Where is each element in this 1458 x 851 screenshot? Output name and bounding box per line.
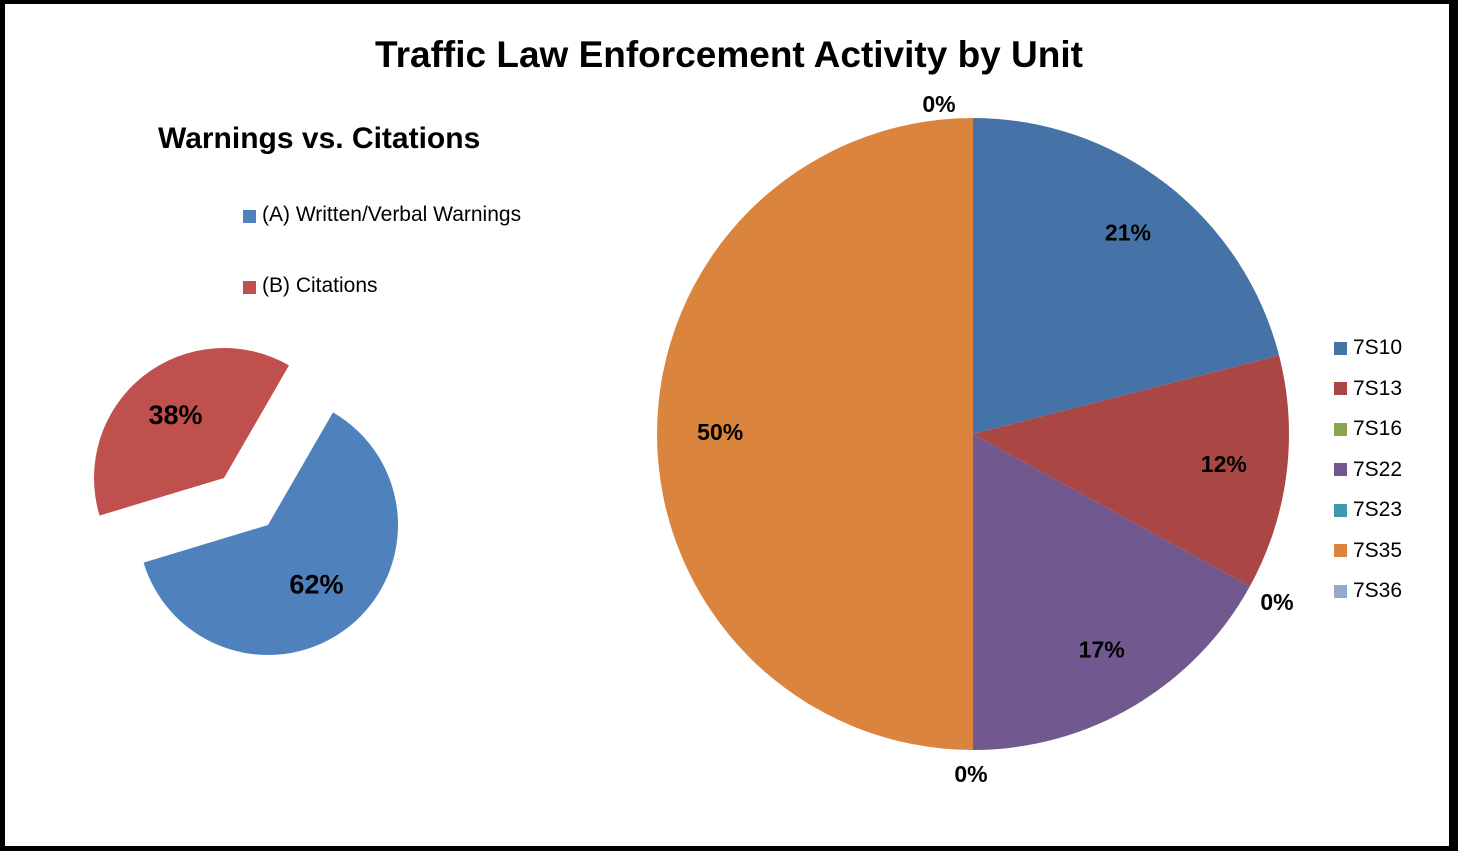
unit-pie-slice-7s35 [657,118,973,750]
legend-label-warnings: (A) Written/Verbal Warnings [262,203,522,226]
unit-pie-label-7s36: 0% [922,91,955,117]
legend-swatch-7s10 [1334,341,1347,355]
unit-pie-slice-7s22 [973,434,1250,750]
unit-legend: 7S10 7S13 7S16 7S22 7S23 7S35 7S36 [1334,328,1402,612]
legend-label-7s22: 7S22 [1353,457,1403,481]
warnings-chart-title: Warnings vs. Citations [158,122,481,155]
legend-label-7s10: 7S10 [1353,336,1403,360]
warnings-legend: (A) Written/Verbal Warnings (B) Citation… [243,203,521,345]
warnings-pie-label-1: 38% [149,400,203,430]
unit-pie-label-7s10: 21% [1105,219,1151,245]
legend-item-7s23: 7S23 [1334,490,1402,531]
legend-label-7s36: 7S36 [1353,579,1403,603]
legend-item-7s35: 7S35 [1334,531,1402,572]
warnings-pie-slice-1 [93,347,290,516]
legend-swatch-citations [243,281,256,294]
legend-item-7s16: 7S16 [1334,409,1402,450]
legend-label-7s35: 7S35 [1353,538,1403,562]
legend-swatch-7s23 [1334,503,1347,517]
legend-item-citations: (B) Citations [243,274,521,345]
legend-label-7s13: 7S13 [1353,376,1403,400]
chart-title: Traffic Law Enforcement Activity by Unit [375,34,1083,75]
legend-label-7s23: 7S23 [1353,498,1403,522]
unit-pie-label-7s35: 50% [697,419,743,445]
legend-item-7s36: 7S36 [1334,571,1402,612]
legend-swatch-7s36 [1334,584,1347,598]
legend-swatch-7s22 [1334,463,1347,477]
warnings-pie-slice-0 [143,412,398,655]
unit-pie-label-7s23: 0% [954,761,987,787]
legend-item-7s10: 7S10 [1334,328,1402,369]
legend-swatch-7s16 [1334,422,1347,436]
legend-item-warnings: (A) Written/Verbal Warnings [243,203,521,274]
legend-label-7s16: 7S16 [1353,417,1403,441]
legend-item-7s13: 7S13 [1334,369,1402,410]
unit-pie-slice-7s13 [973,355,1290,587]
legend-swatch-7s13 [1334,382,1347,396]
legend-item-7s22: 7S22 [1334,450,1402,491]
unit-pie-label-7s13: 12% [1201,451,1247,477]
legend-label-citations: (B) Citations [262,274,378,297]
legend-swatch-warnings [243,210,256,223]
unit-pie-label-7s16: 0% [1260,589,1293,615]
unit-pie-label-7s22: 17% [1079,637,1125,663]
warnings-pie-label-0: 62% [289,569,343,599]
unit-pie-slice-7s10 [973,118,1280,434]
legend-swatch-7s35 [1334,544,1347,558]
